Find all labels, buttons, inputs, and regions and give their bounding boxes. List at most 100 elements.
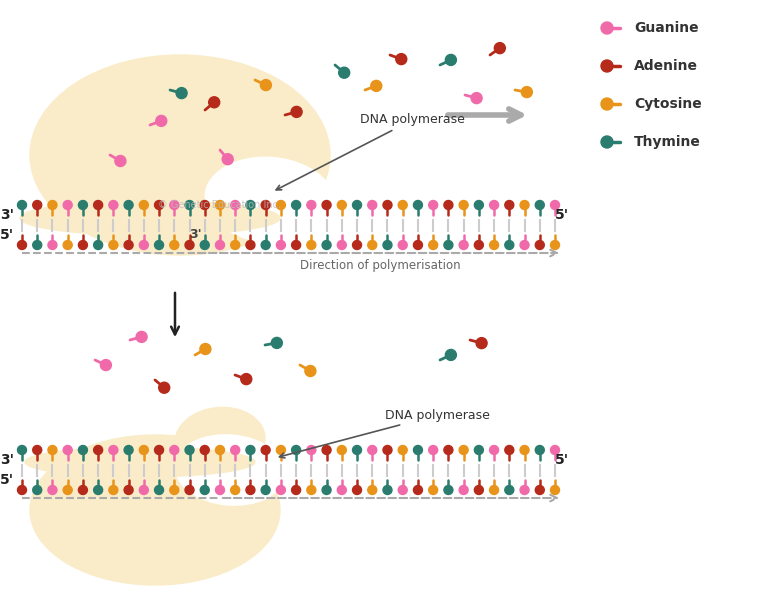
Circle shape [261, 240, 270, 249]
Circle shape [471, 92, 482, 104]
Circle shape [535, 240, 545, 249]
Circle shape [78, 446, 88, 454]
Circle shape [48, 486, 57, 495]
Circle shape [261, 201, 270, 210]
Circle shape [139, 201, 148, 210]
Circle shape [459, 240, 468, 249]
Circle shape [124, 240, 133, 249]
Circle shape [521, 86, 532, 98]
Circle shape [337, 446, 346, 454]
Text: Adenine: Adenine [634, 59, 698, 73]
Circle shape [216, 240, 224, 249]
Circle shape [459, 486, 468, 495]
Text: 5': 5' [0, 228, 14, 242]
Circle shape [383, 240, 392, 249]
Circle shape [276, 446, 286, 454]
Circle shape [429, 240, 438, 249]
Circle shape [271, 338, 283, 349]
Circle shape [489, 486, 498, 495]
Circle shape [322, 240, 331, 249]
Circle shape [33, 240, 41, 249]
Circle shape [371, 80, 382, 91]
Circle shape [535, 486, 545, 495]
Text: Direction of polymerisation: Direction of polymerisation [300, 260, 460, 272]
Circle shape [337, 486, 346, 495]
Circle shape [429, 486, 438, 495]
Circle shape [63, 201, 72, 210]
Circle shape [136, 332, 147, 342]
Circle shape [459, 201, 468, 210]
Circle shape [520, 486, 529, 495]
Circle shape [200, 240, 209, 249]
Circle shape [353, 201, 362, 210]
Circle shape [337, 240, 346, 249]
Circle shape [305, 365, 316, 376]
Circle shape [200, 201, 209, 210]
Text: DNA polymerase: DNA polymerase [276, 114, 465, 190]
Text: Thymine: Thymine [634, 135, 701, 149]
Circle shape [94, 201, 103, 210]
Circle shape [475, 486, 483, 495]
Circle shape [292, 240, 300, 249]
Circle shape [209, 97, 220, 108]
Circle shape [216, 201, 224, 210]
Circle shape [489, 201, 498, 210]
Circle shape [230, 486, 240, 495]
Circle shape [154, 486, 164, 495]
Circle shape [170, 446, 179, 454]
Circle shape [399, 446, 407, 454]
Circle shape [495, 43, 505, 54]
Text: DNA polymerase: DNA polymerase [280, 408, 490, 458]
Circle shape [413, 240, 422, 249]
Circle shape [260, 80, 271, 91]
Text: © Genetic Education Inc.: © Genetic Education Inc. [158, 200, 282, 210]
Circle shape [18, 486, 27, 495]
Circle shape [78, 240, 88, 249]
Circle shape [216, 446, 224, 454]
Circle shape [292, 201, 300, 210]
Circle shape [48, 201, 57, 210]
Circle shape [413, 446, 422, 454]
Circle shape [63, 486, 72, 495]
Circle shape [445, 54, 456, 65]
Circle shape [292, 446, 300, 454]
Circle shape [551, 486, 560, 495]
Circle shape [322, 486, 331, 495]
Circle shape [33, 201, 41, 210]
Circle shape [551, 201, 560, 210]
Circle shape [368, 446, 377, 454]
Circle shape [156, 115, 167, 126]
Circle shape [109, 201, 118, 210]
Circle shape [339, 67, 349, 78]
Circle shape [368, 240, 377, 249]
Circle shape [18, 240, 27, 249]
Circle shape [159, 382, 170, 393]
Circle shape [78, 486, 88, 495]
Circle shape [444, 240, 453, 249]
Circle shape [396, 54, 407, 65]
Ellipse shape [30, 55, 330, 255]
Circle shape [505, 201, 514, 210]
Circle shape [246, 240, 255, 249]
Circle shape [445, 350, 456, 361]
Circle shape [291, 106, 302, 117]
Circle shape [230, 201, 240, 210]
Text: 5': 5' [555, 208, 569, 222]
Circle shape [322, 201, 331, 210]
Circle shape [115, 155, 126, 167]
Circle shape [276, 486, 286, 495]
Circle shape [124, 486, 133, 495]
Circle shape [475, 201, 483, 210]
Ellipse shape [205, 87, 305, 163]
Circle shape [413, 486, 422, 495]
Ellipse shape [175, 435, 285, 505]
Circle shape [200, 446, 209, 454]
Circle shape [383, 446, 392, 454]
Circle shape [154, 240, 164, 249]
Text: Guanine: Guanine [634, 21, 699, 35]
Circle shape [18, 446, 27, 454]
Circle shape [489, 240, 498, 249]
Circle shape [368, 486, 377, 495]
Circle shape [368, 201, 377, 210]
Text: 3': 3' [189, 228, 201, 242]
